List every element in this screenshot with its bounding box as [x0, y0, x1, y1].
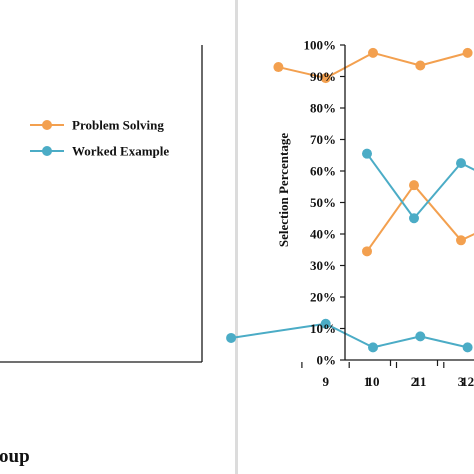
- series-1-point: [368, 342, 378, 353]
- series-1-line-segment: [420, 335, 468, 349]
- series-0-line-segment: [460, 233, 474, 242]
- right-x-tick-label: 3: [458, 374, 465, 389]
- legend-label: Worked Example: [72, 144, 169, 159]
- series-1-line-segment: [372, 335, 421, 349]
- right-x-tick-label: 1: [364, 374, 371, 389]
- right-y-tick-label: 50%: [310, 195, 336, 210]
- left-x-tick-label: 10: [367, 374, 380, 389]
- right-y-tick-label: 70%: [310, 132, 336, 147]
- series-1-point: [409, 213, 419, 224]
- series-0-point: [415, 60, 426, 71]
- left-x-tick-label: 12: [461, 374, 474, 389]
- right-y-tick-label: 90%: [310, 69, 336, 84]
- series-1-point: [456, 158, 466, 169]
- series-0-point: [368, 47, 378, 58]
- right-y-tick-label: 100%: [304, 38, 337, 53]
- series-0-point: [320, 73, 331, 84]
- series-0-line-segment: [325, 51, 374, 79]
- right-y-tick-label: 60%: [310, 164, 336, 179]
- left-x-tick-label: 11: [414, 374, 426, 389]
- right-x-tick-label: 2: [411, 374, 418, 389]
- series-1-line-segment: [460, 162, 474, 171]
- right-y-tick-label: 10%: [310, 321, 336, 336]
- right-y-axis-title: Selection Percentage: [276, 133, 291, 247]
- panel-divider: [235, 0, 238, 474]
- series-1-point: [462, 342, 473, 353]
- series-1-point: [320, 318, 331, 329]
- right-y-tick-label: 40%: [310, 227, 336, 242]
- legend-swatch-marker: [42, 120, 52, 130]
- series-1-line-segment: [325, 322, 374, 349]
- series-1-point: [362, 148, 372, 159]
- right-y-tick-label: 80%: [310, 101, 336, 116]
- series-0-point: [462, 47, 473, 58]
- series-0-point: [362, 246, 372, 257]
- series-1-line-segment: [230, 322, 326, 339]
- series-1-line-segment: [413, 162, 462, 219]
- series-0-line-segment: [413, 184, 462, 241]
- legend-label: Problem Solving: [72, 118, 164, 133]
- right-chart: 0%10%20%30%40%50%60%70%80%90%100%1 2 3Sele…: [276, 38, 474, 389]
- left-x-axis-title: oup: [0, 446, 30, 467]
- series-1-point: [226, 332, 237, 343]
- series-0-line-segment: [278, 66, 326, 80]
- legend-swatch-marker: [42, 146, 52, 156]
- series-1-line-segment: [366, 153, 415, 219]
- series-1-point: [415, 331, 426, 342]
- series-0-line-segment: [372, 51, 421, 67]
- series-0-point: [409, 180, 419, 191]
- right-y-tick-label: 0%: [317, 353, 337, 368]
- series-0-point: [273, 62, 284, 73]
- series-0-line-segment: [366, 184, 415, 252]
- series-0-line-segment: [420, 51, 468, 67]
- series-0-point: [456, 235, 466, 246]
- right-y-tick-label: 30%: [310, 258, 336, 273]
- right-y-tick-label: 20%: [310, 290, 336, 305]
- left-x-tick-label: 9: [322, 374, 329, 389]
